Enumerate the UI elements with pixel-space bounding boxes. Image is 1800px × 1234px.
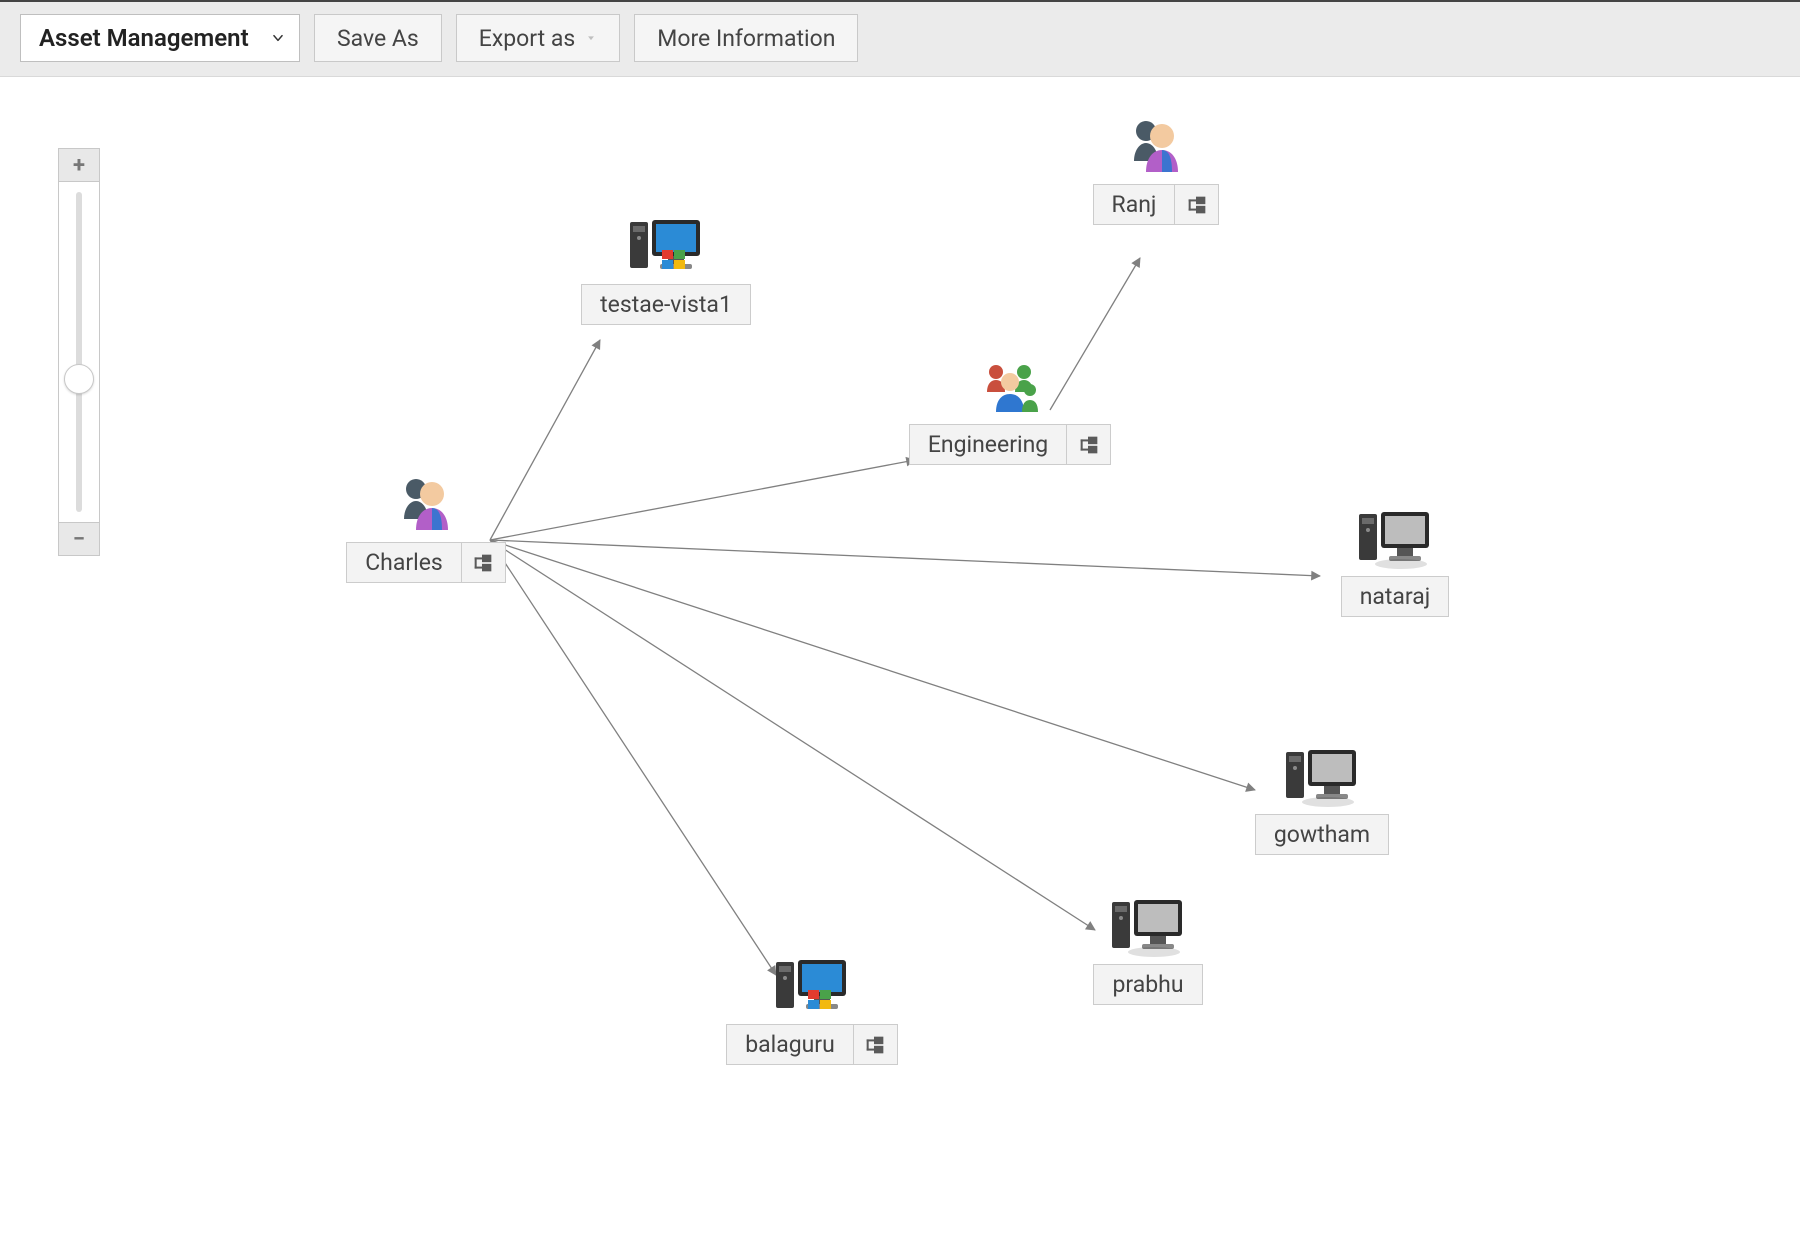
node-nataraj[interactable]: nataraj — [1305, 508, 1485, 617]
pc-bw-icon — [1278, 746, 1366, 810]
pc-bw-icon — [1104, 896, 1192, 960]
tree-icon — [864, 1034, 886, 1056]
people-icon — [1120, 116, 1192, 180]
edge — [490, 540, 1320, 576]
expand-button[interactable] — [462, 542, 506, 583]
group-icon — [974, 356, 1046, 420]
tree-icon — [1078, 434, 1100, 456]
dropdown-triangle-icon — [585, 33, 597, 43]
node-testae[interactable]: testae-vista1 — [576, 216, 756, 325]
pc-win-icon — [768, 956, 856, 1020]
node-label-row: nataraj — [1341, 576, 1450, 617]
node-label[interactable]: balaguru — [726, 1024, 854, 1065]
node-ranj[interactable]: Ranj — [1066, 116, 1246, 225]
node-label[interactable]: testae-vista1 — [581, 284, 751, 325]
view-selector[interactable]: Asset Management — [20, 14, 300, 62]
node-label[interactable]: gowtham — [1255, 814, 1389, 855]
save-as-button[interactable]: Save As — [314, 14, 442, 62]
tree-icon — [1186, 194, 1208, 216]
node-prabhu[interactable]: prabhu — [1058, 896, 1238, 1005]
edge — [490, 540, 1095, 930]
edge — [490, 540, 1255, 790]
node-label[interactable]: Charles — [346, 542, 462, 583]
people-icon — [390, 474, 462, 538]
expand-button[interactable] — [1175, 184, 1219, 225]
node-label-row: balaguru — [726, 1024, 898, 1065]
node-charles[interactable]: Charles — [336, 474, 516, 583]
node-label[interactable]: nataraj — [1341, 576, 1450, 617]
save-as-label: Save As — [337, 25, 419, 52]
expand-button[interactable] — [1067, 424, 1111, 465]
node-label-row: Engineering — [909, 424, 1111, 465]
export-as-label: Export as — [479, 25, 575, 52]
node-label[interactable]: Ranj — [1093, 184, 1176, 225]
more-information-button[interactable]: More Information — [634, 14, 858, 62]
chevron-down-icon — [271, 31, 285, 45]
edge — [490, 540, 776, 975]
graph-canvas[interactable]: Charles testae-vista1 Engineering Ranj natar… — [0, 78, 1800, 1234]
node-balaguru[interactable]: balaguru — [722, 956, 902, 1065]
node-label[interactable]: Engineering — [909, 424, 1067, 465]
toolbar: Asset Management Save As Export as More … — [0, 0, 1800, 77]
pc-bw-icon — [1351, 508, 1439, 572]
view-selector-label: Asset Management — [39, 24, 249, 52]
more-information-label: More Information — [657, 25, 835, 52]
expand-button[interactable] — [854, 1024, 898, 1065]
node-engineering[interactable]: Engineering — [920, 356, 1100, 465]
node-label-row: Ranj — [1093, 184, 1220, 225]
node-label-row: prabhu — [1093, 964, 1202, 1005]
edge — [490, 460, 915, 540]
node-label[interactable]: prabhu — [1093, 964, 1202, 1005]
node-label-row: testae-vista1 — [581, 284, 751, 325]
export-as-button[interactable]: Export as — [456, 14, 620, 62]
node-label-row: Charles — [346, 542, 506, 583]
node-gowtham[interactable]: gowtham — [1232, 746, 1412, 855]
pc-win-icon — [622, 216, 710, 280]
tree-icon — [472, 552, 494, 574]
node-label-row: gowtham — [1255, 814, 1389, 855]
